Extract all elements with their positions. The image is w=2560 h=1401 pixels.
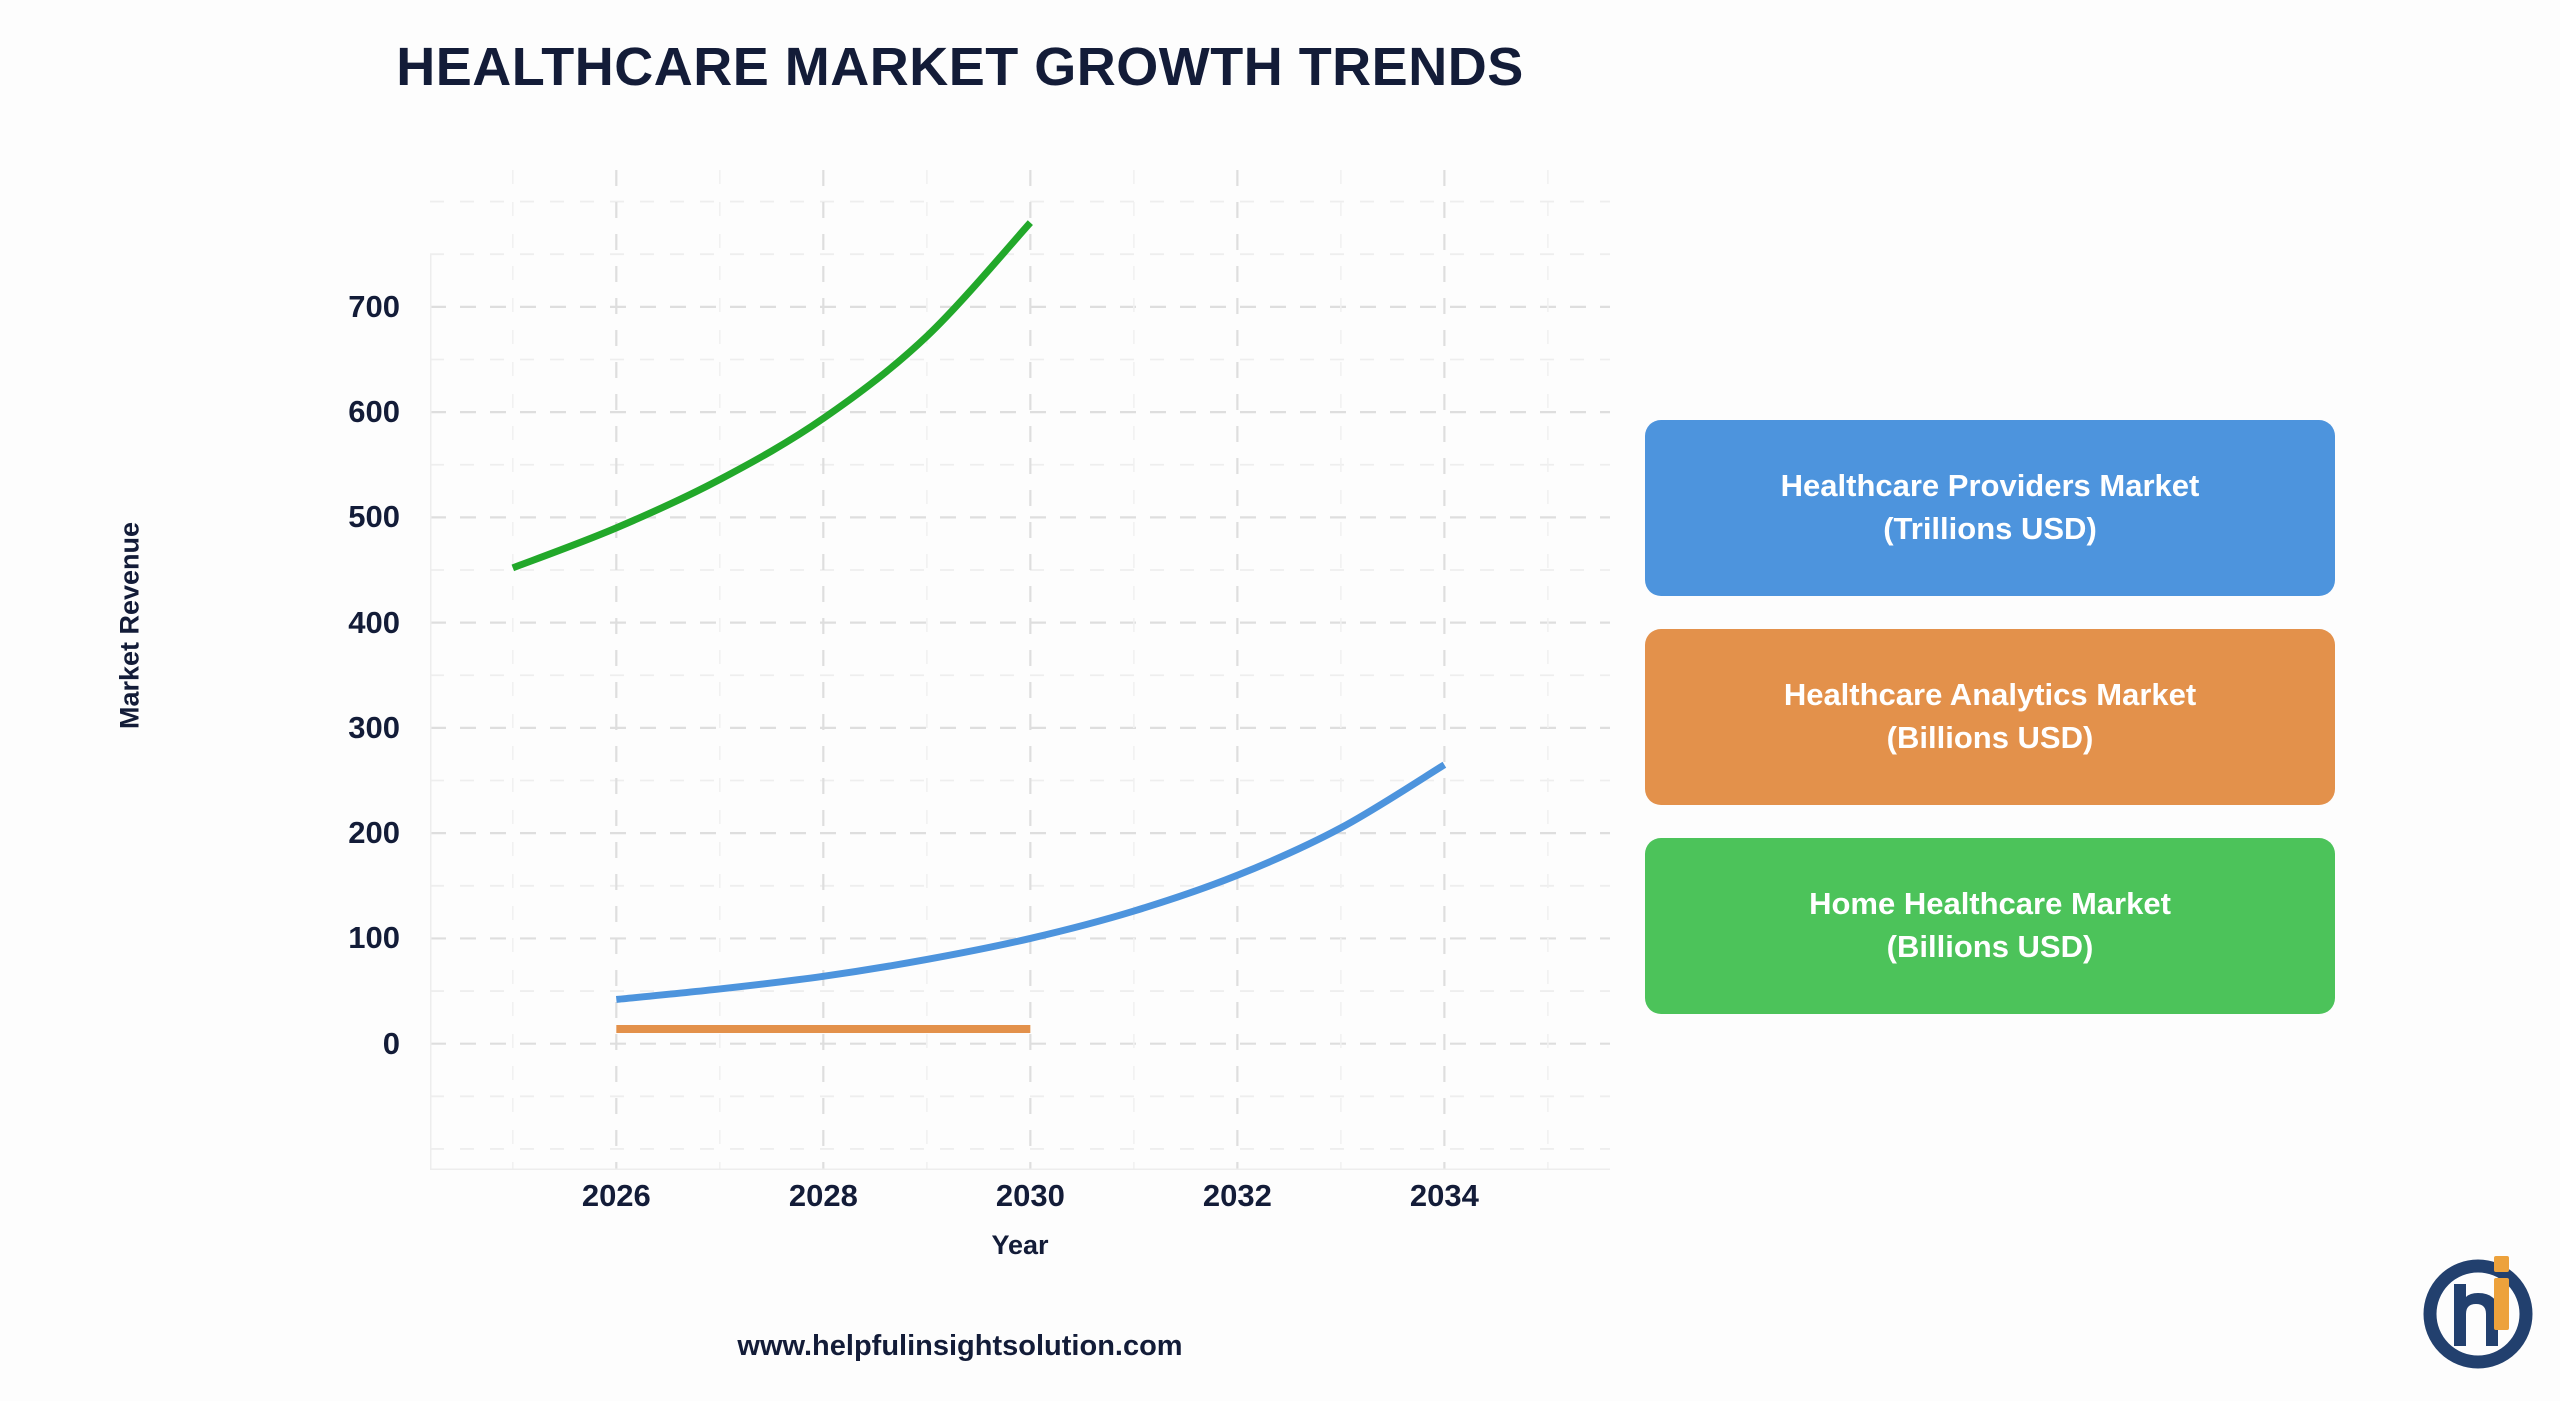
y-axis-title: Market Revenue — [114, 521, 145, 730]
y-tick-label: 300 — [348, 709, 400, 745]
legend-item-2[interactable]: Healthcare Analytics Market (Billions USD… — [1645, 629, 2335, 805]
x-tick-label: 2030 — [995, 1178, 1065, 1213]
plot-area — [430, 170, 1610, 1170]
series-line-3 — [511, 220, 1033, 572]
x-tick-label: 2032 — [1202, 1178, 1272, 1213]
series-line-1 — [615, 761, 1447, 1003]
x-axis-title: Year — [991, 1230, 1049, 1260]
y-tick-label: 0 — [382, 1025, 400, 1061]
page-title: HEALTHCARE MARKET GROWTH TRENDS — [396, 37, 1524, 97]
y-tick-label: 400 — [348, 604, 400, 640]
x-tick-label: 2026 — [581, 1178, 651, 1213]
x-tick-label: 2034 — [1409, 1178, 1479, 1213]
footer-website-url: www.helpfulinsightsolution.com — [737, 1330, 1183, 1362]
brand-logo-icon — [2418, 1248, 2542, 1372]
y-tick-label: 200 — [348, 815, 400, 851]
y-axis-tick-labels: 0 100 200 300 400 500 600 700 — [190, 170, 400, 1170]
x-axis-tick-labels: 2026 2028 2030 2032 2034 — [430, 1178, 1610, 1224]
legend-item-title: Home Healthcare Market — [1809, 886, 2171, 922]
legend-item-unit: (Billions USD) — [1886, 720, 2094, 755]
grid-lines — [430, 170, 1610, 1170]
legend-item-unit: (Trillions USD) — [1883, 511, 2097, 546]
y-tick-label: 100 — [348, 920, 400, 956]
y-tick-label: 500 — [348, 499, 400, 535]
y-tick-label: 700 — [348, 288, 400, 324]
legend: Healthcare Providers Market (Trillions US… — [1645, 420, 2335, 1047]
legend-item-3[interactable]: Home Healthcare Market (Billions USD) — [1645, 838, 2335, 1014]
legend-item-title: Healthcare Providers Market — [1780, 468, 2200, 504]
y-tick-label: 600 — [348, 394, 400, 430]
legend-item-unit: (Billions USD) — [1886, 929, 2094, 964]
data-series — [511, 220, 1447, 1033]
legend-item-title: Healthcare Analytics Market — [1783, 677, 2197, 713]
legend-item-1[interactable]: Healthcare Providers Market (Trillions US… — [1645, 420, 2335, 596]
x-tick-label: 2028 — [788, 1178, 858, 1213]
